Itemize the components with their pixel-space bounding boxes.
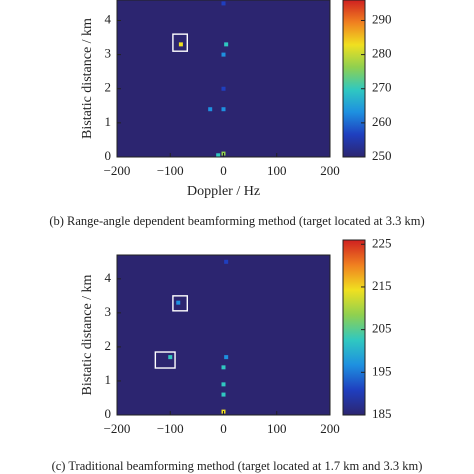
y-tick-label: 2 [105, 338, 112, 353]
spot [168, 355, 173, 360]
spot [221, 382, 226, 387]
spot [221, 107, 226, 112]
y-tick-label: 4 [105, 270, 112, 285]
x-tick-label: −100 [157, 421, 184, 436]
y-tick-label: 1 [105, 372, 112, 387]
y-tick-label: 3 [105, 304, 112, 319]
x-axis-label: Doppler / Hz [187, 184, 260, 199]
spot [224, 355, 229, 360]
spot [221, 86, 226, 91]
x-tick-label: −100 [157, 163, 184, 178]
colorbar-tick-label: 260 [372, 114, 392, 129]
target-box [172, 295, 188, 312]
colorbar [342, 239, 366, 416]
x-tick-label: 100 [267, 163, 287, 178]
y-tick-label: 2 [105, 80, 112, 95]
x-tick-label: −200 [104, 163, 131, 178]
colorbar-tick-label: 280 [372, 46, 392, 61]
caption: (c) Traditional beamforming method (targ… [52, 459, 423, 473]
spot [221, 365, 226, 370]
colorbar-tick-label: 290 [372, 11, 392, 26]
y-tick-label: 4 [105, 11, 112, 26]
y-tick-label: 0 [105, 406, 112, 421]
spot [178, 42, 183, 47]
spot [224, 259, 229, 264]
colorbar-tick-label: 205 [372, 321, 392, 336]
colorbar-tick-label: 185 [372, 406, 392, 421]
spot [221, 392, 226, 397]
y-tick-label: 3 [105, 46, 112, 61]
colorbar-tick-label: 250 [372, 148, 392, 163]
x-tick-label: 200 [320, 163, 340, 178]
x-tick-label: −200 [104, 421, 131, 436]
spot [221, 1, 226, 6]
caption: (b) Range-angle dependent beamforming me… [49, 214, 424, 228]
y-tick-label: 0 [105, 148, 112, 163]
y-tick-label: 1 [105, 114, 112, 129]
y-axis-label: Bistatic distance / km [80, 274, 95, 395]
colorbar [342, 0, 366, 158]
colorbar-tick-label: 270 [372, 80, 392, 95]
x-tick-label: 200 [320, 421, 340, 436]
colorbar-tick-label: 215 [372, 278, 392, 293]
heatmap-background [117, 0, 330, 157]
spot [176, 300, 181, 305]
x-tick-label: 0 [220, 421, 227, 436]
spot [208, 107, 213, 112]
x-tick-label: 0 [220, 163, 227, 178]
y-axis-label: Bistatic distance / km [80, 18, 95, 139]
target-box [172, 33, 188, 52]
colorbar-tick-label: 195 [372, 363, 392, 378]
heatmap-background [117, 255, 330, 415]
spot [224, 42, 229, 47]
colorbar-tick-label: 225 [372, 235, 392, 250]
spot [221, 52, 226, 57]
target-box [154, 351, 176, 369]
spot [216, 153, 221, 158]
x-tick-label: 100 [267, 421, 287, 436]
